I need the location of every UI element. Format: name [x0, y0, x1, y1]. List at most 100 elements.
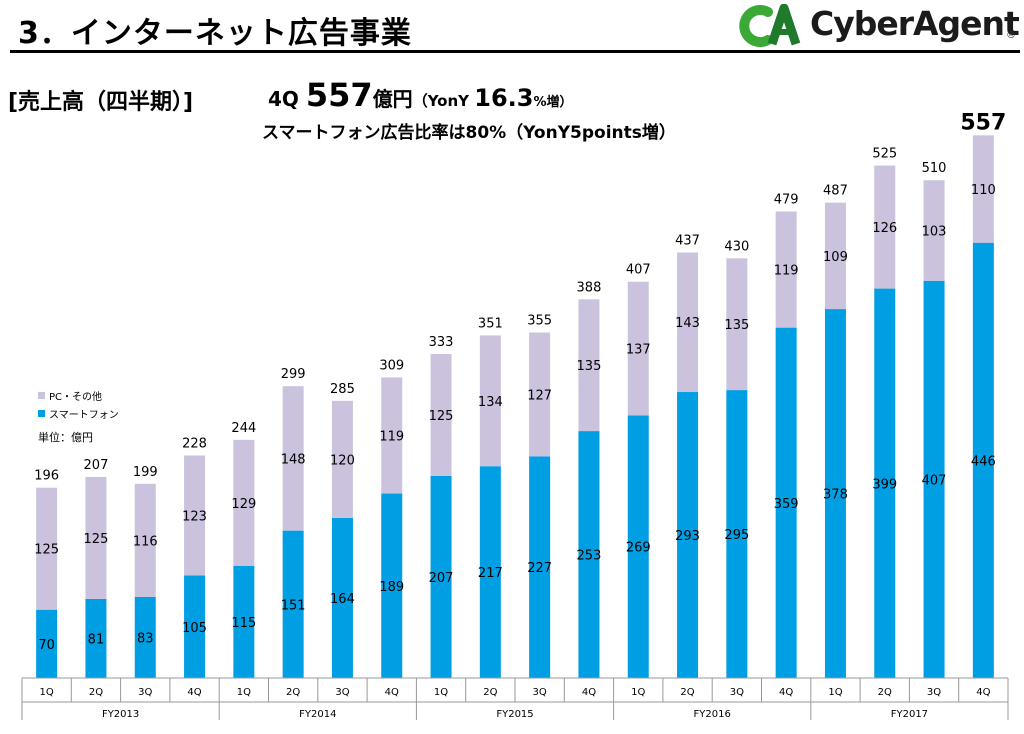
data-label-smartphone: 105: [182, 621, 207, 636]
tick-label-quarter: 4Q: [976, 687, 990, 698]
data-label-smartphone: 81: [88, 632, 105, 647]
total-label: 351: [478, 316, 503, 331]
bar-pc-other: [479, 335, 501, 467]
fy-group-label: FY2014: [299, 709, 336, 720]
headline-smartphone-ratio: スマートフォン広告比率は80%（YonY5points増）: [262, 123, 676, 143]
data-label-smartphone: 115: [231, 616, 256, 631]
legend: PC・その他 スマートフォン: [38, 386, 119, 422]
data-label-pc-other: 126: [872, 221, 897, 236]
bar-smartphone: [578, 431, 600, 678]
bar-smartphone: [430, 475, 452, 678]
data-label-pc-other: 129: [231, 497, 256, 512]
bar-smartphone: [184, 575, 206, 678]
bar-pc-other: [233, 439, 255, 566]
bar-pc-other: [331, 400, 353, 518]
data-label-smartphone: 378: [823, 488, 848, 503]
bar-pc-other: [184, 455, 206, 576]
ca-logo-icon: [739, 4, 801, 47]
data-label-smartphone: 151: [281, 598, 306, 613]
data-label-pc-other: 116: [133, 534, 158, 549]
total-label: 199: [133, 465, 158, 480]
data-label-smartphone: 269: [626, 541, 651, 556]
bar-smartphone: [233, 565, 255, 678]
tick-label-quarter: 2Q: [483, 687, 497, 698]
logo-registered-mark: ®: [1006, 30, 1016, 41]
tick-label-quarter: 1Q: [237, 687, 251, 698]
unit-label: 単位：億円: [38, 431, 93, 444]
bar-smartphone: [627, 415, 649, 678]
bar-pc-other: [726, 258, 748, 391]
headline-value: 557: [305, 76, 373, 114]
title-rule: [10, 50, 1020, 53]
total-label: 430: [724, 239, 749, 254]
tick-label-quarter: 4Q: [187, 687, 201, 698]
data-label-smartphone: 189: [379, 580, 404, 595]
data-label-pc-other: 148: [281, 452, 306, 467]
bar-pc-other: [578, 299, 600, 432]
data-label-smartphone: 253: [577, 549, 602, 564]
data-label-smartphone: 207: [429, 571, 454, 586]
bar-pc-other: [85, 476, 107, 599]
tick-label-quarter: 3Q: [730, 687, 744, 698]
bar-smartphone: [923, 280, 945, 678]
total-label: 437: [675, 233, 700, 248]
total-label: 309: [379, 358, 404, 373]
tick-label-quarter: 4Q: [582, 687, 596, 698]
page-title: 3．インターネット広告事業: [18, 16, 412, 51]
data-label-pc-other: 143: [675, 316, 700, 331]
fy-group-label: FY2013: [102, 709, 139, 720]
logo-text: CyberAgent: [810, 4, 1020, 43]
data-label-smartphone: 399: [872, 477, 897, 492]
total-label: 510: [922, 161, 947, 176]
bar-smartphone: [331, 517, 353, 678]
chart-subtitle: [売上高（四半期）]: [8, 90, 194, 115]
headline-yoy-value: 16.3: [474, 84, 534, 112]
total-label: 479: [774, 192, 799, 207]
data-label-smartphone: 293: [675, 529, 700, 544]
tick-label-quarter: 2Q: [89, 687, 103, 698]
cyberagent-logo: CyberAgent ®: [738, 4, 1020, 48]
total-label: 196: [34, 469, 59, 484]
total-label: 487: [823, 184, 848, 199]
tick-label-quarter: 1Q: [828, 687, 842, 698]
data-label-pc-other: 135: [724, 318, 749, 333]
tick-label-quarter: 3Q: [927, 687, 941, 698]
total-label: 285: [330, 382, 355, 397]
data-label-pc-other: 135: [577, 359, 602, 374]
bar-pc-other: [627, 281, 649, 416]
data-label-pc-other: 125: [34, 543, 59, 558]
data-label-pc-other: 120: [330, 453, 355, 468]
headline: 4Q 557億円（YonY 16.3%増）: [268, 76, 573, 114]
legend-swatch-smartphone: [38, 409, 45, 417]
bar-smartphone: [282, 530, 304, 678]
bar-smartphone: [775, 327, 797, 678]
data-label-pc-other: 137: [626, 343, 651, 358]
tick-label-quarter: 1Q: [434, 687, 448, 698]
bar-pc-other: [677, 252, 699, 393]
bar-smartphone: [85, 598, 107, 678]
data-label-smartphone: 359: [774, 497, 799, 512]
fy-group-label: FY2016: [694, 709, 731, 720]
total-label: 407: [626, 263, 651, 278]
headline-yoy-close: %増）: [533, 95, 573, 110]
tick-label-quarter: 3Q: [533, 687, 547, 698]
bar-smartphone: [972, 242, 994, 679]
legend-swatch-pc-other: [38, 391, 45, 399]
data-label-pc-other: 109: [823, 250, 848, 265]
headline-yoy-open: （YonY: [412, 92, 475, 110]
bar-smartphone: [824, 309, 846, 678]
tick-label-quarter: 2Q: [680, 687, 694, 698]
bar-smartphone: [479, 466, 501, 678]
data-label-pc-other: 119: [774, 264, 799, 279]
tick-label-quarter: 3Q: [138, 687, 152, 698]
data-label-smartphone: 407: [922, 473, 947, 488]
bar-smartphone: [874, 288, 896, 678]
bar-pc-other: [529, 332, 551, 457]
bar-pc-other: [972, 135, 994, 243]
tick-label-quarter: 1Q: [631, 687, 645, 698]
bar-pc-other: [381, 377, 403, 494]
bar-pc-other: [430, 353, 452, 476]
headline-quarter: 4Q: [268, 87, 306, 111]
data-label-smartphone: 164: [330, 592, 355, 607]
legend-label-pc-other: PC・その他: [49, 391, 103, 403]
